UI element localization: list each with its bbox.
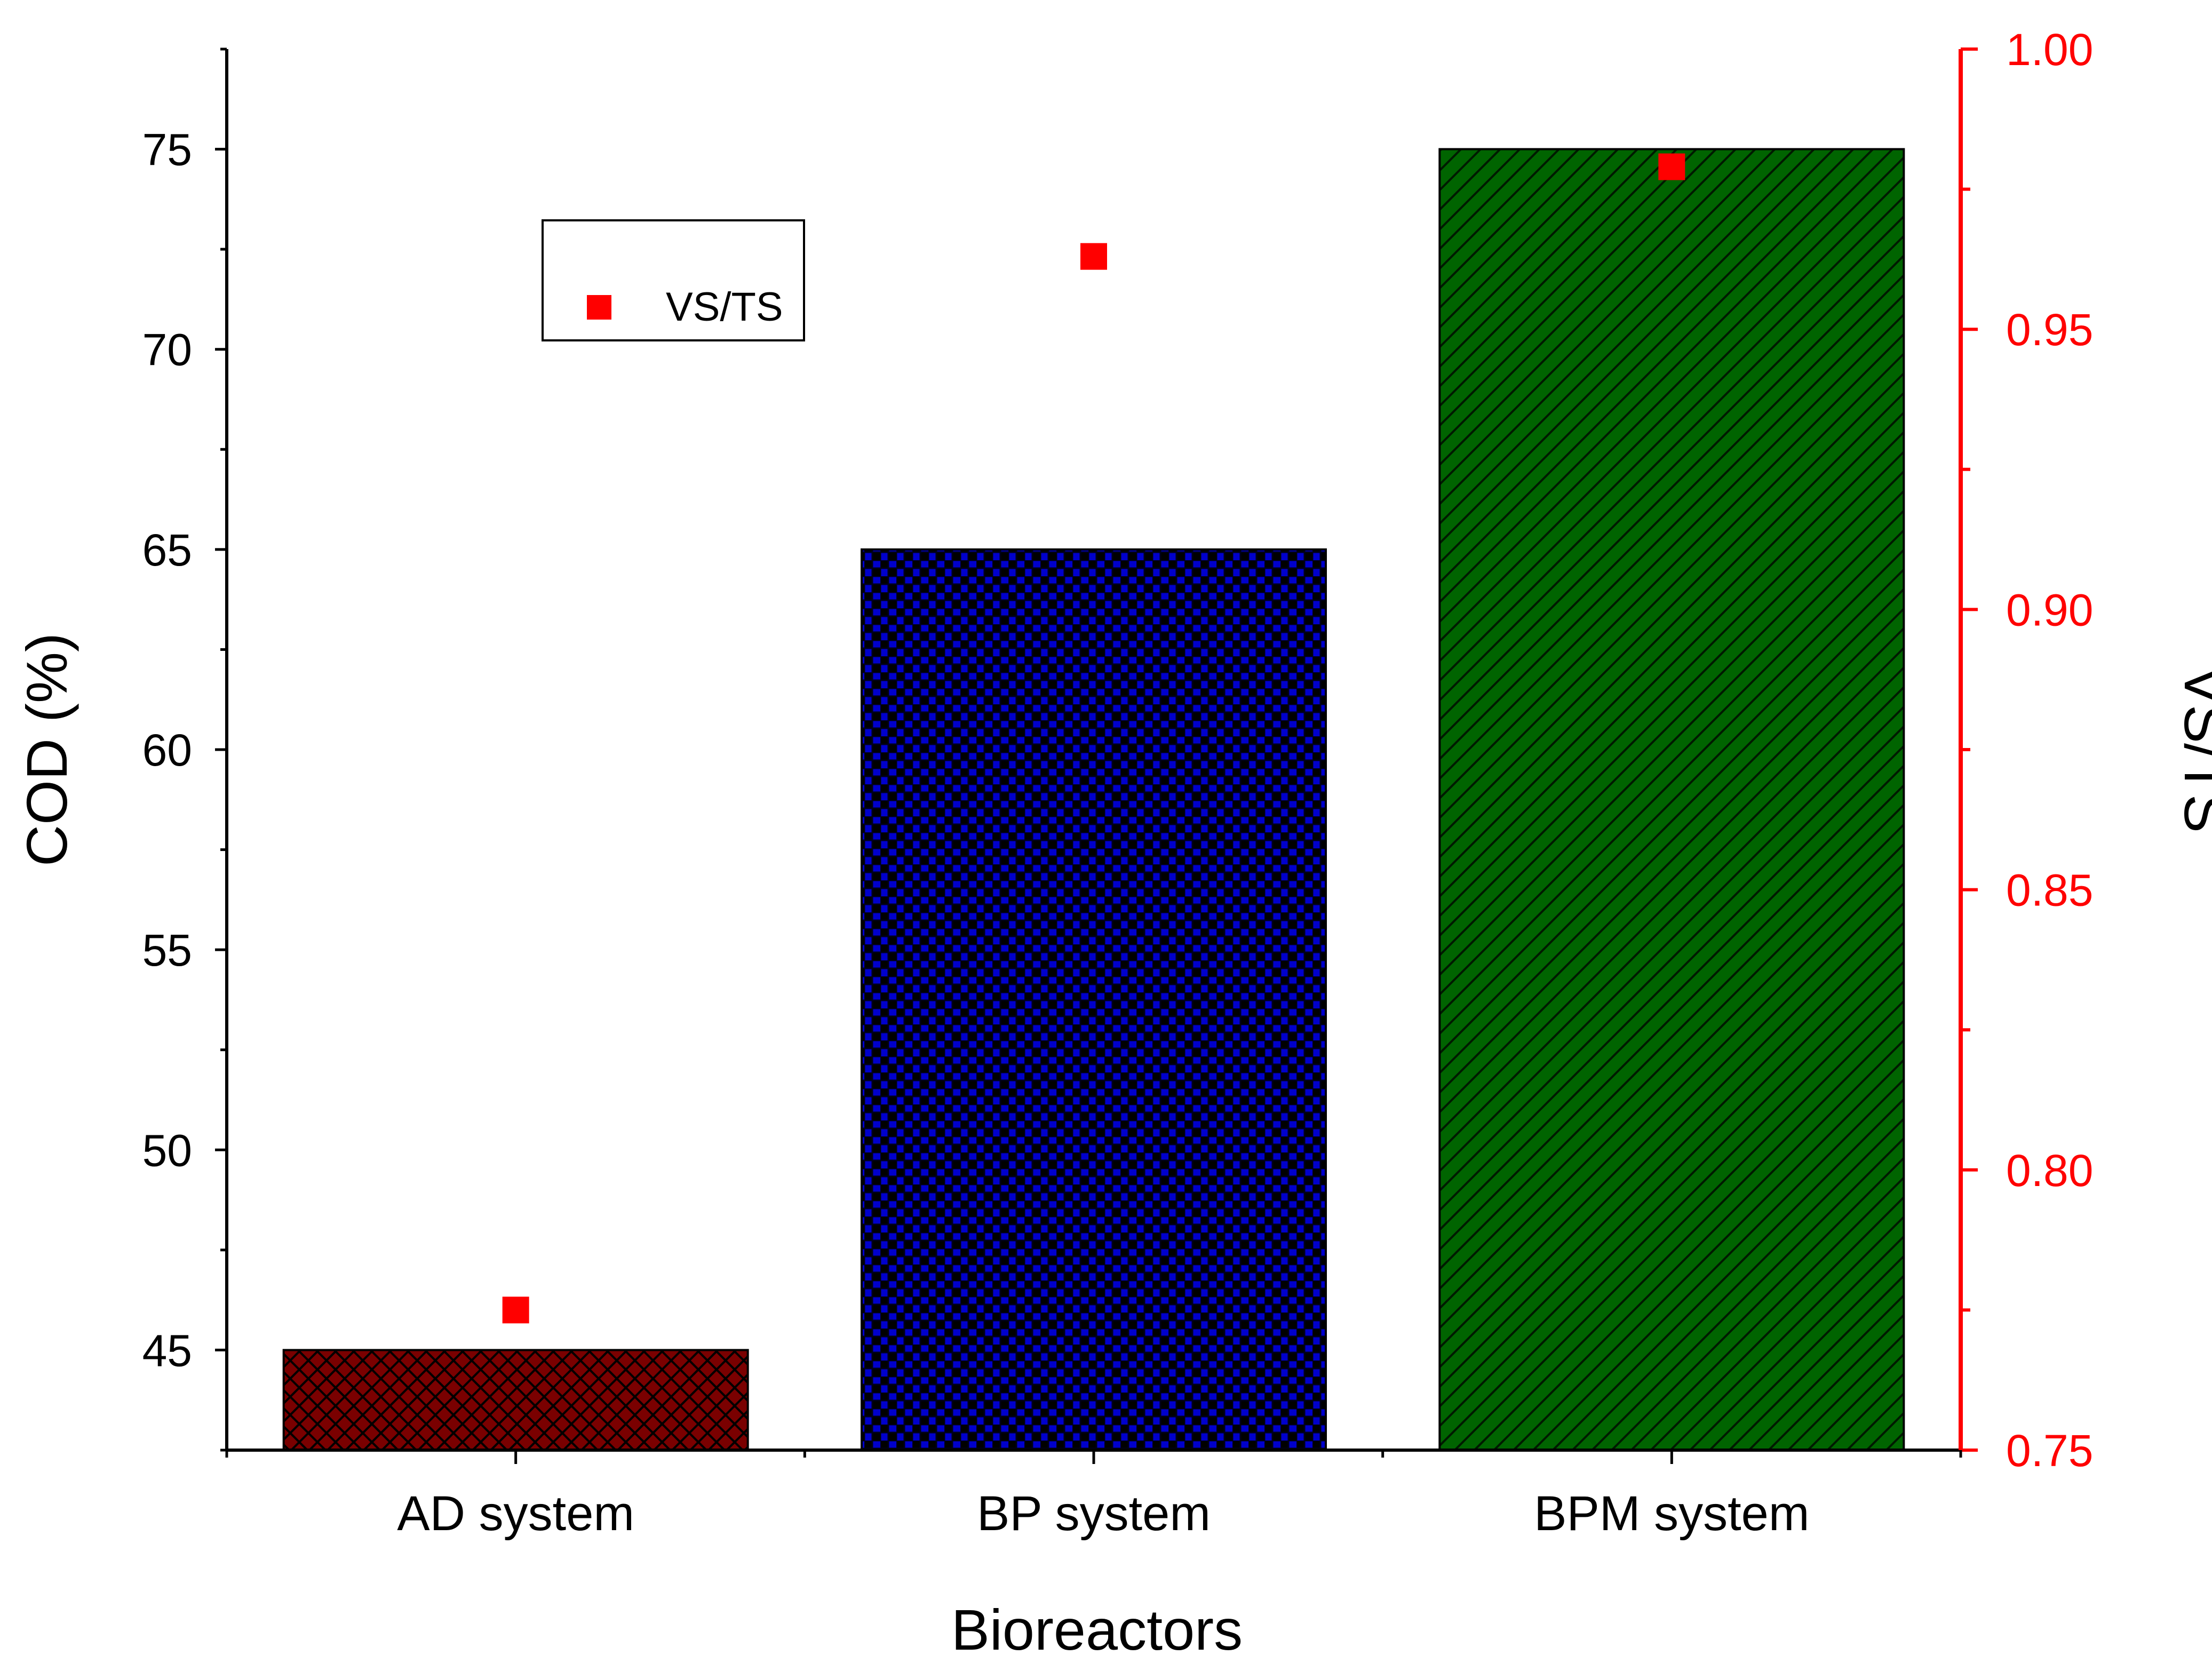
legend-box: [542, 219, 805, 341]
x-category-label: BP system: [977, 1486, 1211, 1541]
bars-layer: [282, 148, 1905, 1451]
vs-ts-point-bp-system: [1080, 243, 1107, 270]
y-tick-label-right: 0.95: [2006, 305, 2094, 355]
vs-ts-markers: [502, 153, 1685, 1324]
y-tick-label-right: 0.75: [2006, 1426, 2094, 1476]
bar-ad-system: [282, 1349, 749, 1451]
y-tick-label-left: 65: [142, 525, 192, 575]
vs-ts-point-ad-system: [502, 1296, 529, 1324]
y-axis-title-right: VS/TS: [2173, 666, 2212, 833]
y-tick-label-left: 75: [142, 125, 192, 175]
vs-ts-point-bpm-system: [1658, 153, 1685, 180]
y-tick-label-right: 0.85: [2006, 865, 2094, 916]
bar-bp-system: [861, 548, 1327, 1451]
x-category-label: BPM system: [1534, 1486, 1809, 1541]
x-axis-title: Bioreactors: [951, 1597, 1243, 1662]
legend-marker-vs-ts: [587, 295, 611, 320]
legend-label-vs-ts: VS/TS: [666, 284, 783, 330]
y-tick-label-left: 55: [142, 925, 192, 975]
y-tick-label-left: 50: [142, 1125, 192, 1175]
y-tick-label-right: 0.80: [2006, 1145, 2094, 1196]
y-tick-label-right: 0.90: [2006, 585, 2094, 635]
y-tick-label-left: 45: [142, 1325, 192, 1375]
bar-bpm-system: [1438, 148, 1905, 1451]
legend: VS/TS: [542, 219, 805, 341]
x-category-label: AD system: [397, 1486, 634, 1541]
y-tick-label-right: 1.00: [2006, 25, 2094, 75]
y-tick-label-left: 70: [142, 325, 192, 375]
axes: [215, 47, 1978, 1464]
y-tick-label-left: 60: [142, 725, 192, 775]
tick-labels: 45 50 55 60 65 70 75 0.75 0.80 0.85 0.90 0.95 1.00 AD…: [142, 25, 2094, 1541]
y-axis-title-left: COD (%): [14, 633, 79, 866]
